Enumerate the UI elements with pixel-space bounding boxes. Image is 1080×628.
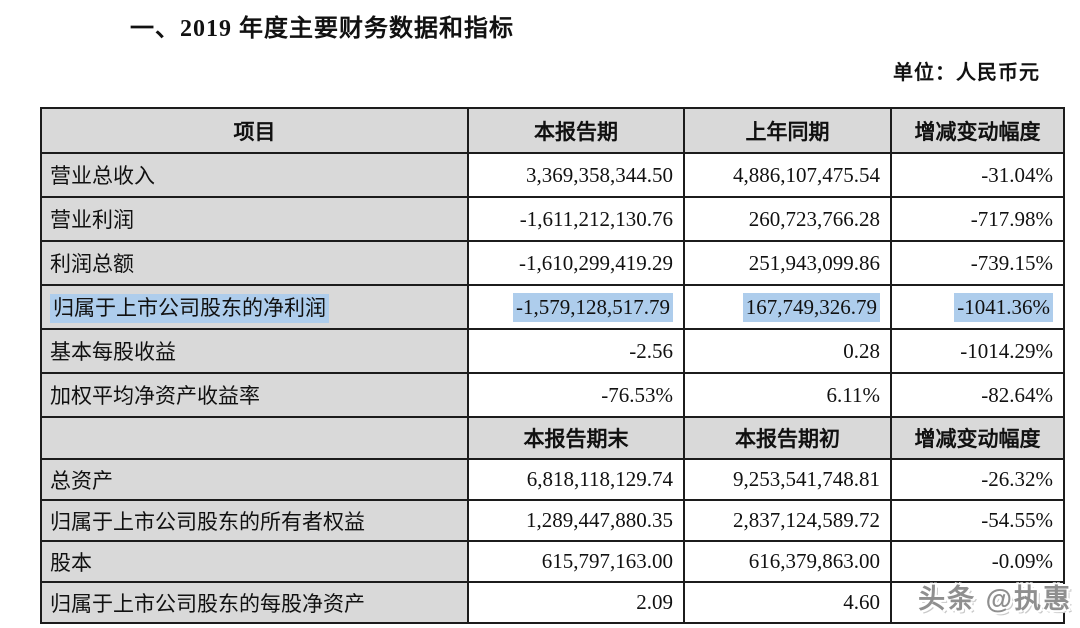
- value-cell: -76.53%: [467, 372, 685, 418]
- value-cell: -26.32%: [890, 458, 1065, 501]
- value-cell: 4.60: [683, 581, 892, 624]
- column-header-period: 本报告期末: [467, 416, 685, 460]
- value-cell: 1,289,447,880.35: [467, 499, 685, 542]
- value-cell: 3,369,358,344.50: [467, 152, 685, 198]
- row-label-cell: 总资产: [40, 458, 469, 501]
- value-cell: 616,379,863.00: [683, 540, 892, 583]
- column-header-item: [40, 416, 469, 460]
- value-cell: 2.09: [467, 581, 685, 624]
- row-label-cell: 基本每股收益: [40, 328, 469, 374]
- table-row: 加权平均净资产收益率 -76.53% 6.11% -82.64%: [40, 372, 1065, 418]
- value-cell: -2.56: [467, 328, 685, 374]
- value-cell: -1,579,128,517.79: [467, 284, 685, 330]
- column-header-period: 本报告期初: [683, 416, 892, 460]
- row-label-cell: 营业总收入: [40, 152, 469, 198]
- table-row: 营业利润 -1,611,212,130.76 260,723,766.28 -717.…: [40, 196, 1065, 242]
- table-row: 归属于上市公司股东的净利润 -1,579,128,517.79 167,749,32…: [40, 284, 1065, 330]
- value-cell: -717.98%: [890, 196, 1065, 242]
- value-cell: -739.15%: [890, 240, 1065, 286]
- value-cell: [890, 581, 1065, 624]
- value-cell: 9,253,541,748.81: [683, 458, 892, 501]
- unit-label: 单位：人民币元: [893, 62, 1040, 84]
- value-cell: -1014.29%: [890, 328, 1065, 374]
- column-header-period: 本报告期: [467, 107, 685, 154]
- column-header-item: 项目: [40, 107, 469, 154]
- row-label-cell: 利润总额: [40, 240, 469, 286]
- row-label-cell: 加权平均净资产收益率: [40, 372, 469, 418]
- table-header-row: 项目 本报告期 上年同期 增减变动幅度: [40, 107, 1065, 154]
- value-cell: 2,837,124,589.72: [683, 499, 892, 542]
- value-cell: -1,610,299,419.29: [467, 240, 685, 286]
- value-cell: 6,818,118,129.74: [467, 458, 685, 501]
- selected-text: 归属于上市公司股东的净利润: [50, 294, 329, 323]
- financial-table: 项目 本报告期 上年同期 增减变动幅度 营业总收入 3,369,358,344.50 4,8…: [40, 107, 1065, 624]
- value-cell: -0.09%: [890, 540, 1065, 583]
- value-cell: -82.64%: [890, 372, 1065, 418]
- table-row: 总资产 6,818,118,129.74 9,253,541,748.81 -26.3…: [40, 458, 1065, 501]
- selected-text: 167,749,326.79: [742, 292, 880, 322]
- table-header-row: 本报告期末 本报告期初 增减变动幅度: [40, 416, 1065, 460]
- value-cell: 251,943,099.86: [683, 240, 892, 286]
- row-label-cell: 归属于上市公司股东的所有者权益: [40, 499, 469, 542]
- row-label-cell: 归属于上市公司股东的每股净资产: [40, 581, 469, 624]
- table-row: 归属于上市公司股东的每股净资产 2.09 4.60: [40, 581, 1065, 624]
- value-cell: 615,797,163.00: [467, 540, 685, 583]
- watermark: 头条 @执惠: [918, 584, 1072, 614]
- row-label-cell: 归属于上市公司股东的净利润: [40, 284, 469, 330]
- value-cell: 167,749,326.79: [683, 284, 892, 330]
- row-label-cell: 股本: [40, 540, 469, 583]
- column-header-period: 上年同期: [683, 107, 892, 154]
- selected-text: -1,579,128,517.79: [513, 292, 673, 322]
- value-cell: -1,611,212,130.76: [467, 196, 685, 242]
- value-cell: -31.04%: [890, 152, 1065, 198]
- selected-text: -1041.36%: [954, 292, 1053, 322]
- value-cell: 6.11%: [683, 372, 892, 418]
- column-header-period: 增减变动幅度: [890, 416, 1065, 460]
- table-row: 股本 615,797,163.00 616,379,863.00 -0.09%: [40, 540, 1065, 583]
- row-label-cell: 营业利润: [40, 196, 469, 242]
- value-cell: -1041.36%: [890, 284, 1065, 330]
- value-cell: 0.28: [683, 328, 892, 374]
- table-row: 基本每股收益 -2.56 0.28 -1014.29%: [40, 328, 1065, 374]
- page-title: 一、2019 年度主要财务数据和指标: [130, 16, 514, 42]
- value-cell: -54.55%: [890, 499, 1065, 542]
- value-cell: 260,723,766.28: [683, 196, 892, 242]
- table-row: 利润总额 -1,610,299,419.29 251,943,099.86 -739.…: [40, 240, 1065, 286]
- table-row: 归属于上市公司股东的所有者权益 1,289,447,880.35 2,837,124…: [40, 499, 1065, 542]
- column-header-period: 增减变动幅度: [890, 107, 1065, 154]
- table-row: 营业总收入 3,369,358,344.50 4,886,107,475.54 -31…: [40, 152, 1065, 198]
- value-cell: 4,886,107,475.54: [683, 152, 892, 198]
